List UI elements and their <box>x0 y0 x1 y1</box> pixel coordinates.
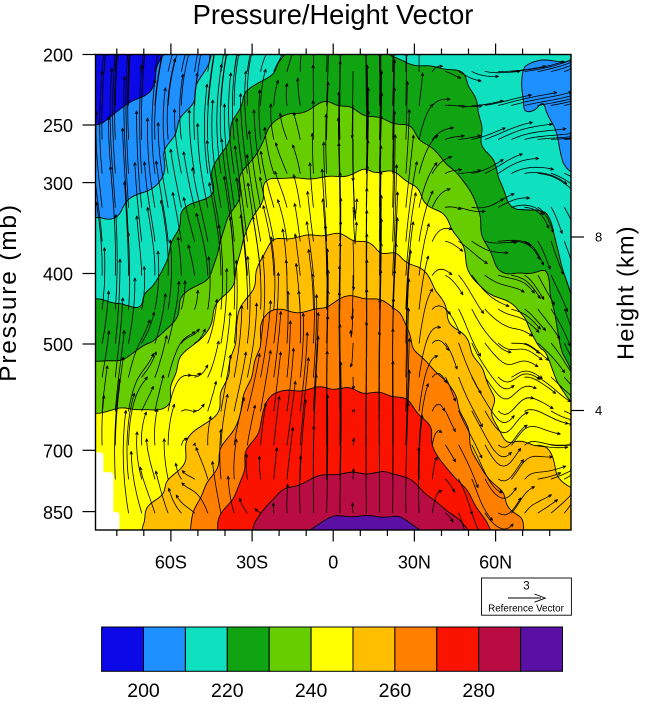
svg-text:60N: 60N <box>479 553 512 573</box>
svg-text:250: 250 <box>43 116 73 136</box>
svg-text:Height (km): Height (km) <box>613 225 639 360</box>
svg-text:280: 280 <box>462 680 495 700</box>
svg-text:30S: 30S <box>236 553 268 573</box>
svg-text:240: 240 <box>295 680 328 700</box>
svg-text:260: 260 <box>379 680 412 700</box>
svg-text:220: 220 <box>211 680 244 700</box>
svg-text:60S: 60S <box>155 553 187 573</box>
svg-text:8: 8 <box>595 230 602 245</box>
svg-text:300: 300 <box>43 174 73 194</box>
svg-text:30N: 30N <box>398 553 431 573</box>
svg-text:400: 400 <box>43 265 73 285</box>
svg-text:200: 200 <box>43 46 73 66</box>
svg-text:3: 3 <box>523 581 529 593</box>
svg-text:Pressure/Height Vector: Pressure/Height Vector <box>193 0 474 30</box>
svg-text:500: 500 <box>43 335 73 355</box>
svg-text:Pressure (mb): Pressure (mb) <box>0 203 22 382</box>
svg-text:200: 200 <box>127 680 160 700</box>
svg-text:850: 850 <box>43 503 73 523</box>
svg-text:4: 4 <box>595 403 602 418</box>
svg-text:0: 0 <box>328 553 338 573</box>
svg-text:700: 700 <box>43 442 73 462</box>
svg-text:Reference Vector: Reference Vector <box>488 604 564 615</box>
